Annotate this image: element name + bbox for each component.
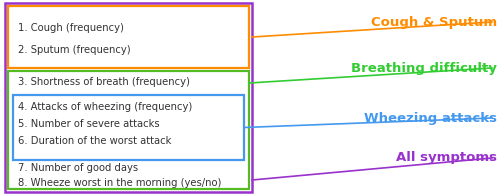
- Bar: [5, 3, 252, 192]
- Bar: [13, 95, 244, 160]
- Text: 8. Wheeze worst in the morning (yes/no): 8. Wheeze worst in the morning (yes/no): [18, 178, 222, 188]
- Text: Breathing difficulty: Breathing difficulty: [351, 62, 497, 74]
- Text: Cough & Sputum: Cough & Sputum: [371, 15, 497, 28]
- Bar: [8, 6, 249, 68]
- Text: 1. Cough (frequency): 1. Cough (frequency): [18, 23, 124, 33]
- Text: 6. Duration of the worst attack: 6. Duration of the worst attack: [18, 136, 172, 146]
- Text: Wheezing attacks: Wheezing attacks: [364, 112, 497, 124]
- Text: 4. Attacks of wheezing (frequency): 4. Attacks of wheezing (frequency): [18, 102, 192, 112]
- Bar: [8, 71, 249, 189]
- Text: 2. Sputum (frequency): 2. Sputum (frequency): [18, 45, 130, 55]
- Text: All symptoms: All symptoms: [396, 152, 497, 164]
- Text: 5. Number of severe attacks: 5. Number of severe attacks: [18, 119, 160, 129]
- Text: 7. Number of good days: 7. Number of good days: [18, 163, 138, 173]
- Text: 3. Shortness of breath (frequency): 3. Shortness of breath (frequency): [18, 77, 190, 87]
